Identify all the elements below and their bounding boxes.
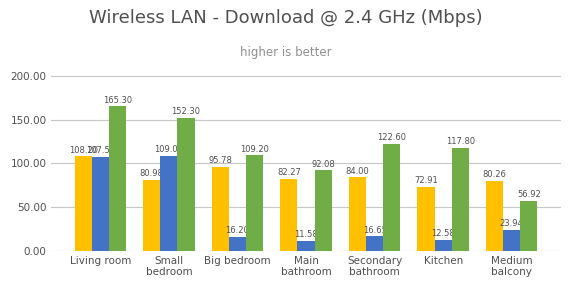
Text: 56.92: 56.92 (517, 190, 541, 200)
Text: 84.00: 84.00 (345, 167, 370, 176)
Text: Wireless LAN - Download @ 2.4 GHz (Mbps): Wireless LAN - Download @ 2.4 GHz (Mbps) (89, 9, 483, 27)
Text: 80.98: 80.98 (140, 170, 164, 178)
Text: 108.20: 108.20 (69, 146, 98, 155)
Text: 16.20: 16.20 (225, 226, 249, 235)
Text: 109.00: 109.00 (154, 145, 184, 154)
Bar (160, 156, 177, 251)
Text: 95.78: 95.78 (208, 156, 232, 166)
Bar (486, 181, 503, 251)
Text: 107.50: 107.50 (86, 146, 115, 155)
Text: 152.30: 152.30 (172, 107, 201, 116)
Bar (74, 156, 92, 251)
Text: 16.65: 16.65 (363, 226, 387, 235)
Bar (143, 180, 160, 251)
Text: 82.27: 82.27 (277, 168, 301, 177)
Text: 165.30: 165.30 (103, 96, 132, 105)
Bar (452, 148, 469, 251)
Text: 23.94: 23.94 (500, 219, 523, 228)
Text: higher is better: higher is better (240, 46, 332, 59)
Text: 109.20: 109.20 (240, 145, 269, 154)
Text: 72.91: 72.91 (414, 177, 438, 185)
Text: 92.08: 92.08 (311, 160, 335, 169)
Text: 122.60: 122.60 (377, 133, 406, 142)
Bar (521, 201, 538, 251)
Bar (109, 106, 126, 251)
Bar (418, 187, 435, 251)
Bar (503, 230, 521, 251)
Bar (246, 155, 263, 251)
Bar (349, 177, 366, 251)
Text: 12.58: 12.58 (431, 229, 455, 238)
Bar (366, 236, 383, 251)
Bar (229, 237, 246, 251)
Text: 117.80: 117.80 (446, 137, 475, 146)
Bar (315, 170, 332, 251)
Bar (280, 179, 297, 251)
Bar (383, 144, 400, 251)
Bar (212, 167, 229, 251)
Text: 11.58: 11.58 (294, 230, 318, 239)
Bar (177, 118, 194, 251)
Bar (297, 241, 315, 251)
Bar (92, 157, 109, 251)
Bar (435, 240, 452, 251)
Text: 80.26: 80.26 (483, 170, 506, 179)
